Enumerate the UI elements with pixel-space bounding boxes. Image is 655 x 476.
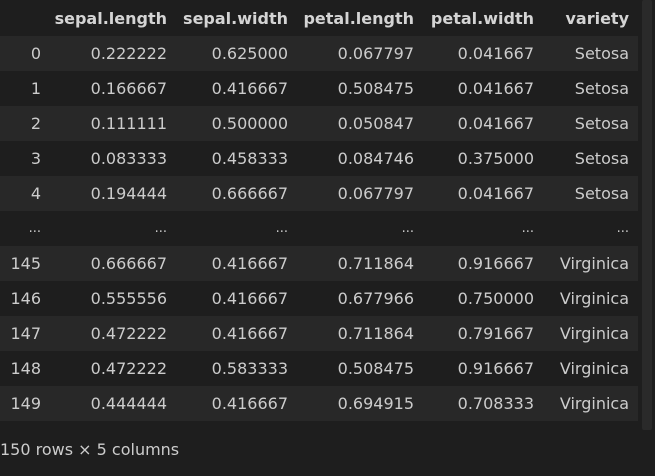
table-cell: Virginica	[559, 359, 629, 378]
table-cell: 0.508475	[337, 79, 414, 98]
table-cell: Virginica	[559, 394, 629, 413]
table-cell: 0.041667	[457, 44, 534, 63]
column-header-sepal-length: sepal.length	[54, 8, 167, 28]
table-cell: Virginica	[559, 289, 629, 308]
column-header-petal-width: petal.width	[430, 8, 534, 28]
table-cell: 0.416667	[211, 324, 288, 343]
table-cell: 0.666667	[90, 254, 167, 273]
column-header-variety: variety	[565, 8, 629, 28]
table-cell: ...	[154, 221, 167, 236]
table-cell: 0.583333	[211, 359, 288, 378]
table-cell: 0.083333	[90, 149, 167, 168]
table-cell: 0.041667	[457, 79, 534, 98]
row-index: 3	[30, 149, 41, 168]
row-index: 145	[10, 254, 41, 273]
table-cell: 0.750000	[457, 289, 534, 308]
table-cell: Setosa	[574, 149, 629, 168]
table-cell: Virginica	[559, 254, 629, 273]
table-row: 0 0.222222 0.625000 0.067797 0.041667 Setosa	[0, 36, 638, 71]
row-index: ...	[28, 221, 41, 236]
dataframe-table: sepal.length sepal.width petal.length pe…	[0, 0, 638, 421]
table-cell: 0.711864	[337, 324, 414, 343]
table-cell: 0.111111	[90, 114, 167, 133]
header-row: sepal.length sepal.width petal.length pe…	[0, 0, 638, 36]
table-cell: 0.166667	[90, 79, 167, 98]
table-cell: 0.694915	[337, 394, 414, 413]
table-row: 146 0.555556 0.416667 0.677966 0.750000 Virgi…	[0, 281, 638, 316]
table-cell: 0.666667	[211, 184, 288, 203]
table-cell: 0.708333	[457, 394, 534, 413]
table-cell: 0.500000	[211, 114, 288, 133]
table-row: 147 0.472222 0.416667 0.711864 0.791667 Virgi…	[0, 316, 638, 351]
table-cell: 0.084746	[337, 149, 414, 168]
table-cell: 0.194444	[90, 184, 167, 203]
table-cell: Virginica	[559, 324, 629, 343]
table-row: 4 0.194444 0.666667 0.067797 0.041667 Setosa	[0, 176, 638, 211]
table-cell: ...	[401, 221, 414, 236]
table-row: 145 0.666667 0.416667 0.711864 0.916667 Virgi…	[0, 246, 638, 281]
table-cell: 0.677966	[337, 289, 414, 308]
table-cell: 0.416667	[211, 254, 288, 273]
table-cell: 0.555556	[90, 289, 167, 308]
scrollbar-thumb[interactable]	[642, 0, 652, 430]
table-cell: Setosa	[574, 44, 629, 63]
table-header: sepal.length sepal.width petal.length pe…	[0, 0, 638, 36]
table-cell: 0.472222	[90, 324, 167, 343]
table-cell: 0.472222	[90, 359, 167, 378]
row-index: 146	[10, 289, 41, 308]
row-index: 148	[10, 359, 41, 378]
table-cell: 0.050847	[337, 114, 414, 133]
vertical-scrollbar[interactable]	[638, 0, 655, 476]
table-row: 2 0.111111 0.500000 0.050847 0.041667 Setosa	[0, 106, 638, 141]
table-row: 3 0.083333 0.458333 0.084746 0.375000 Setosa	[0, 141, 638, 176]
table-cell: 0.416667	[211, 394, 288, 413]
ellipsis-row: ..................	[0, 211, 638, 246]
row-index: 0	[30, 44, 41, 63]
row-index: 147	[10, 324, 41, 343]
table-cell: 0.458333	[211, 149, 288, 168]
table-cell: 0.041667	[457, 114, 534, 133]
table-cell: ...	[521, 221, 534, 236]
table-cell: 0.041667	[457, 184, 534, 203]
shape-summary: 150 rows × 5 columns	[0, 440, 180, 459]
table-cell: 0.625000	[211, 44, 288, 63]
table-cell: ...	[275, 221, 288, 236]
table-cell: 0.711864	[337, 254, 414, 273]
table-cell: 0.416667	[211, 79, 288, 98]
column-header-sepal-width: sepal.width	[183, 8, 288, 28]
table-cell: ...	[616, 221, 629, 236]
column-header-petal-length: petal.length	[303, 8, 414, 28]
table-row: 148 0.472222 0.583333 0.508475 0.916667 Virgi…	[0, 351, 638, 386]
table-cell: 0.916667	[457, 359, 534, 378]
table-cell: 0.444444	[90, 394, 167, 413]
table-cell: Setosa	[574, 114, 629, 133]
row-index: 1	[30, 79, 41, 98]
table-cell: 0.916667	[457, 254, 534, 273]
table-cell: Setosa	[574, 184, 629, 203]
table-cell: 0.375000	[457, 149, 534, 168]
table-cell: 0.508475	[337, 359, 414, 378]
table-cell: 0.416667	[211, 289, 288, 308]
table-cell: 0.791667	[457, 324, 534, 343]
table-cell: 0.222222	[90, 44, 167, 63]
row-index: 4	[30, 184, 41, 203]
table-row: 1 0.166667 0.416667 0.508475 0.041667 Setosa	[0, 71, 638, 106]
row-index: 2	[30, 114, 41, 133]
table-body: 0 0.222222 0.625000 0.067797 0.041667 Setosa 1…	[0, 36, 638, 421]
table-row: 149 0.444444 0.416667 0.694915 0.708333 Virgi…	[0, 386, 638, 421]
table-cell: Setosa	[574, 79, 629, 98]
table-cell: 0.067797	[337, 184, 414, 203]
row-index: 149	[10, 394, 41, 413]
table-cell: 0.067797	[337, 44, 414, 63]
index-header	[0, 0, 50, 36]
